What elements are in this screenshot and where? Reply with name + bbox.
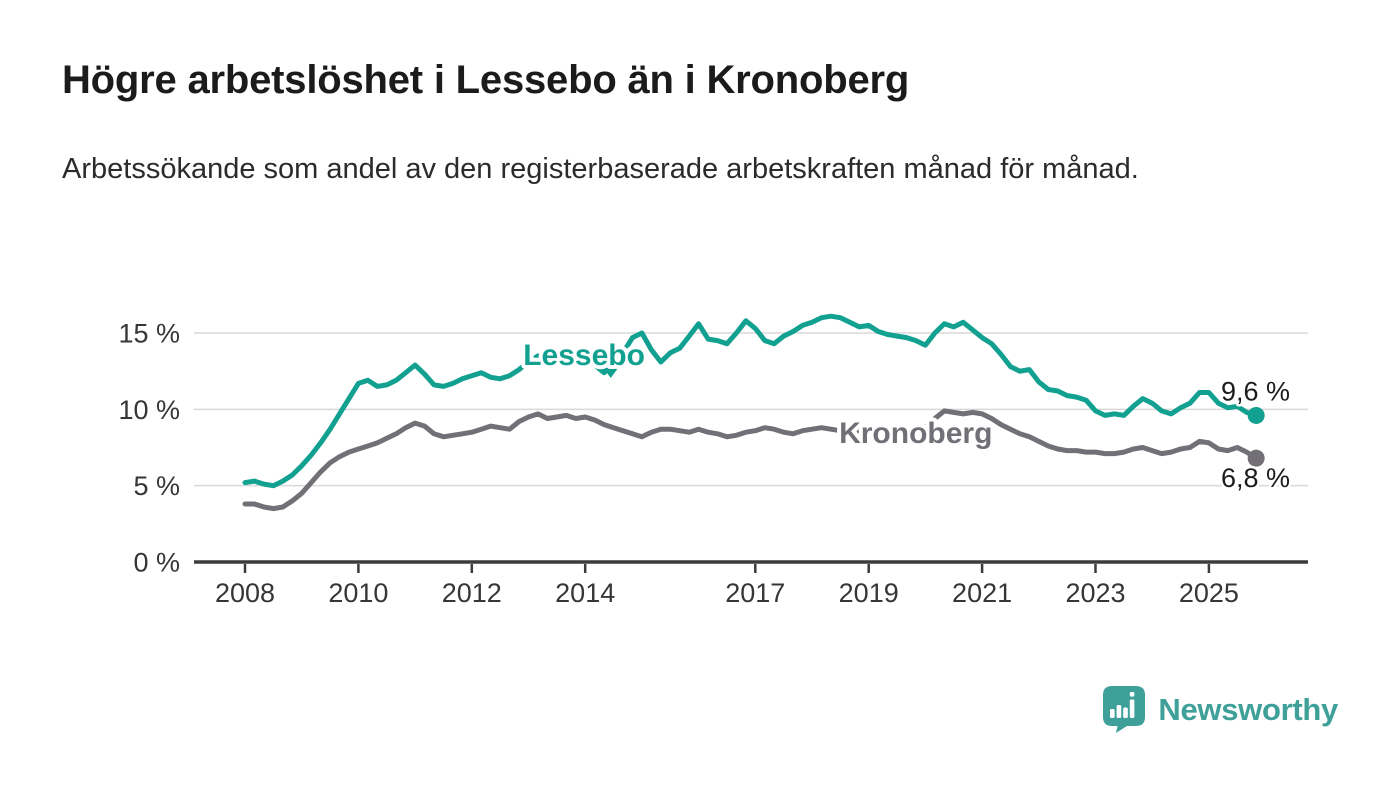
- series-line-lessebo: [242, 313, 1259, 489]
- x-tick-label: 2012: [442, 578, 502, 608]
- y-tick-label: 15 %: [118, 318, 180, 348]
- x-tick-label: 2021: [952, 578, 1012, 608]
- x-tick-label: 2014: [555, 578, 615, 608]
- y-tick-label: 10 %: [118, 395, 180, 425]
- series-end-label-kronoberg: 6,8 %: [1221, 463, 1290, 493]
- brand-logo: Newsworthy: [1103, 686, 1338, 733]
- x-tick-label: 2019: [839, 578, 899, 608]
- x-tick-label: 2008: [215, 578, 275, 608]
- series-end-dot-lessebo: [1247, 406, 1265, 424]
- x-tick-label: 2017: [725, 578, 785, 608]
- y-tick-label: 5 %: [133, 471, 180, 501]
- series-end-dot-kronoberg: [1247, 449, 1265, 467]
- y-tick-label: 0 %: [133, 548, 180, 578]
- x-tick-label: 2010: [328, 578, 388, 608]
- x-tick-label: 2025: [1179, 578, 1239, 608]
- x-tick-label: 2023: [1065, 578, 1125, 608]
- series-label-lessebo: Lessebo: [523, 339, 645, 372]
- newsworthy-logo-icon: [1103, 686, 1146, 733]
- lessebo-dip-marker: [603, 368, 618, 378]
- series-label-kronoberg: Kronoberg: [839, 417, 992, 450]
- page-title: Högre arbetslöshet i Lessebo än i Kronob…: [62, 58, 910, 102]
- page-subtitle: Arbetssökande som andel av den registerb…: [62, 153, 1139, 185]
- series-line-kronoberg: [242, 408, 1259, 512]
- series-end-label-lessebo: 9,6 %: [1221, 376, 1290, 406]
- brand-name: Newsworthy: [1158, 691, 1338, 727]
